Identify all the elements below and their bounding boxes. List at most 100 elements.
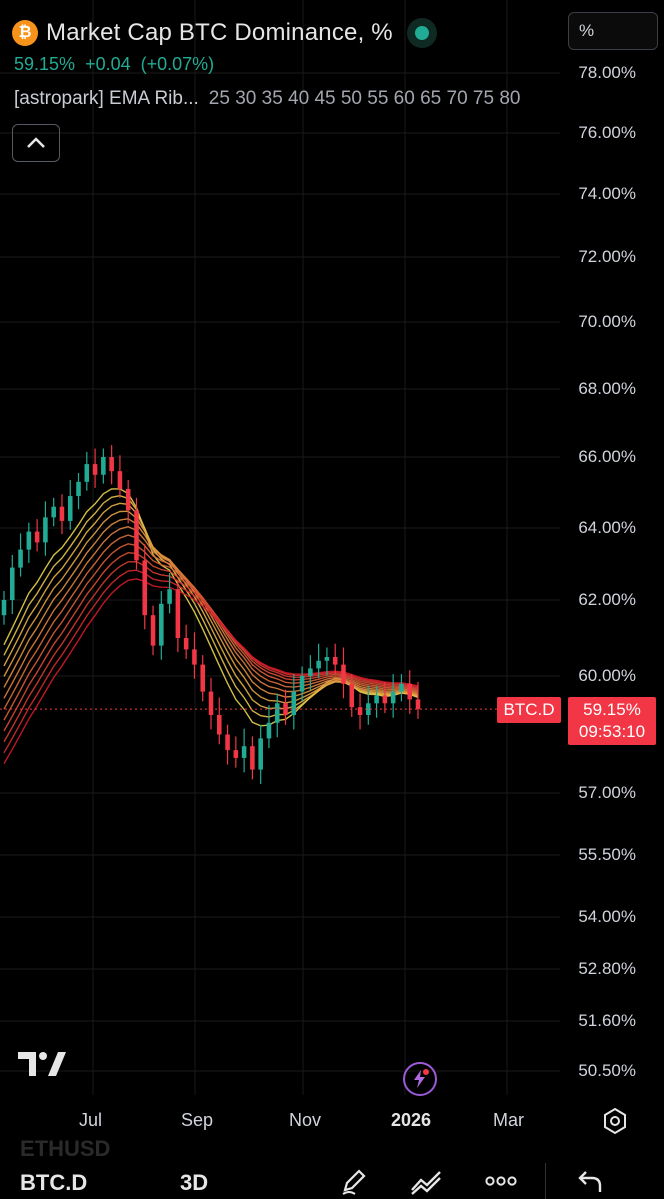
candle-body: [10, 567, 15, 600]
more-icon[interactable]: [483, 1164, 519, 1198]
candle-body: [233, 750, 239, 758]
chart-title: Market Cap BTC Dominance, %: [46, 19, 393, 46]
lightning-icon: [414, 1069, 429, 1088]
candle-body: [101, 457, 106, 475]
bottom-toolbar: [0, 1160, 664, 1199]
flash-alert-button[interactable]: [403, 1062, 437, 1096]
candle-body: [1, 600, 7, 616]
candle-body: [183, 638, 189, 650]
price-axis-label: 60.00%: [578, 666, 636, 685]
candle-body: [125, 488, 131, 511]
candle-body: [241, 746, 247, 758]
time-axis-label: Mar: [493, 1110, 524, 1130]
price-axis-label: 57.00%: [578, 783, 636, 802]
undo-icon[interactable]: [572, 1164, 608, 1198]
candle-body: [34, 531, 40, 543]
candle-body: [59, 506, 65, 521]
candle-body: [84, 464, 90, 482]
ema-ribbon-line: [3, 551, 419, 732]
draw-icon[interactable]: [336, 1164, 372, 1198]
price-change: +0.04: [85, 54, 131, 74]
candle-body: [109, 457, 114, 472]
bitcoin-logo-icon: ₿: [12, 20, 38, 46]
chart-settings-gear-icon[interactable]: [600, 1106, 630, 1136]
candle-body: [316, 660, 321, 669]
candle-body: [390, 691, 396, 704]
indicator-name: [astropark] EMA Rib...: [14, 88, 199, 109]
price-axis-label: 76.00%: [578, 123, 636, 142]
candle-body: [324, 657, 330, 661]
price-axis-label: 72.00%: [578, 247, 636, 266]
candle-body: [159, 603, 164, 646]
candle-body: [208, 691, 214, 715]
last-price-badge: 59.15% 09:53:10: [568, 697, 656, 745]
candle-body: [382, 695, 388, 704]
price-axis-label: 52.80%: [578, 959, 636, 978]
percent-scale-button[interactable]: %: [568, 12, 658, 50]
ema-ribbon: [3, 488, 419, 765]
candle-body: [26, 531, 32, 550]
ema-ribbon-line: [3, 578, 419, 765]
candle-body: [266, 722, 272, 739]
toolbar-symbol-button[interactable]: BTC.D: [20, 1170, 88, 1195]
price-axis-label: 55.50%: [578, 845, 636, 864]
candle-body: [200, 664, 205, 692]
price-axis-label: 78.00%: [578, 63, 636, 82]
price-axis-label: 64.00%: [578, 518, 636, 537]
watermark-symbol: ETHUSD: [20, 1136, 111, 1161]
time-axis-label: Jul: [79, 1110, 103, 1130]
candle-body: [192, 649, 197, 665]
candle-body: [399, 683, 404, 692]
toolbar-interval-button[interactable]: 3D: [180, 1170, 209, 1195]
ema-ribbon-line: [3, 518, 419, 698]
candle-body: [217, 715, 222, 735]
price-axis-label: 74.00%: [578, 184, 636, 203]
candlestick-series: [1, 445, 421, 785]
indicators-icon[interactable]: [408, 1164, 444, 1198]
indicator-params: 25 30 35 40 45 50 55 60 65 70 75 80: [208, 88, 521, 109]
candle-body: [167, 589, 172, 604]
ema-ribbon-line: [3, 510, 419, 704]
candle-body: [225, 734, 230, 751]
time-axis-label: 2026: [391, 1110, 432, 1130]
candle-body: [134, 510, 139, 561]
time-axis-label: Sep: [181, 1110, 214, 1130]
time-axis-label: Nov: [289, 1110, 322, 1130]
price-axis-label: 70.00%: [578, 312, 636, 331]
ema-ribbon-line: [3, 569, 419, 754]
candle-body: [374, 695, 379, 704]
chart-grid: [0, 0, 560, 1095]
candle-body: [67, 496, 73, 521]
price-change-percent: (+0.07%): [140, 54, 215, 74]
symbol-header[interactable]: ₿ Market Cap BTC Dominance, %: [12, 16, 437, 50]
price-axis-label: 54.00%: [578, 907, 636, 926]
candle-body: [291, 691, 297, 715]
candle-body: [349, 683, 355, 708]
candle-body: [117, 471, 123, 489]
market-status-icon[interactable]: [406, 18, 437, 48]
candle-body: [308, 668, 313, 676]
price-axis-label: 62.00%: [578, 590, 636, 609]
candle-body: [142, 560, 148, 616]
price-change-row: 59.15% +0.04 (+0.07%): [14, 54, 214, 75]
candle-body: [274, 703, 280, 723]
collapse-legend-button[interactable]: [12, 124, 60, 162]
market-open-dot: [414, 26, 429, 40]
last-price: 59.15%: [14, 54, 76, 74]
toolbar-divider: [545, 1163, 546, 1199]
candle-body: [250, 746, 255, 770]
price-axis-label: 51.60%: [578, 1011, 636, 1030]
candle-body: [92, 464, 98, 475]
price-axis-label: 66.00%: [578, 447, 636, 466]
candle-body: [341, 664, 346, 684]
candle-body: [51, 506, 56, 518]
candle-body: [357, 707, 363, 715]
ema-ribbon-line: [3, 560, 419, 743]
tradingview-logo-icon[interactable]: [18, 1050, 68, 1078]
candle-body: [332, 657, 338, 665]
price-axis-label: 68.00%: [578, 379, 636, 398]
price-axis-label: 50.50%: [578, 1061, 636, 1080]
candle-body: [43, 517, 48, 543]
indicator-legend[interactable]: [astropark] EMA Rib... 25 30 35 40 45 50 …: [14, 88, 556, 110]
